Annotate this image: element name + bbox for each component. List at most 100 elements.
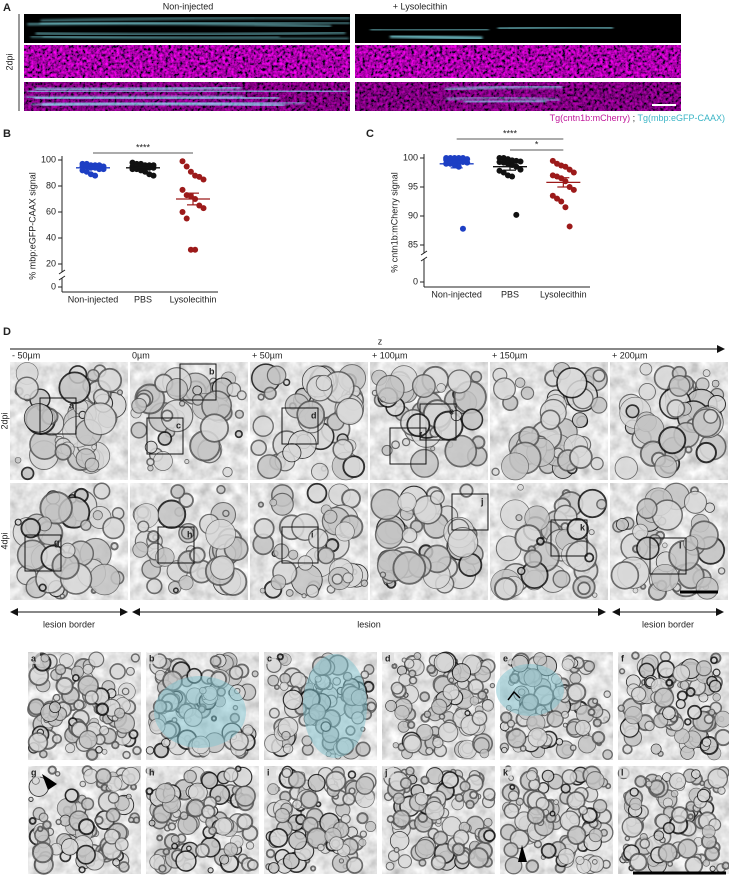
- label-backdrop: [383, 767, 394, 778]
- data-point: [549, 157, 556, 164]
- em-structure: [419, 691, 431, 703]
- em-structure: [397, 854, 412, 869]
- em-structure: [59, 653, 74, 668]
- em-structure: [14, 518, 22, 526]
- em-structure: [717, 567, 726, 575]
- em-structure: [444, 434, 478, 468]
- em-structure: [654, 455, 678, 479]
- em-structure: [209, 655, 222, 667]
- inset-label: d: [311, 410, 317, 420]
- em-structure: [112, 858, 121, 867]
- em-structure: [703, 408, 719, 424]
- x-tick-label: Non-injected: [431, 289, 482, 299]
- em-structure: [86, 369, 100, 382]
- em-structure: [506, 719, 516, 728]
- zoom-label: g: [31, 767, 37, 777]
- em-structure: [157, 431, 173, 446]
- em-structure: [360, 579, 369, 588]
- em-structure: [281, 767, 292, 779]
- em-structure: [515, 514, 523, 522]
- em-structure: [85, 748, 99, 761]
- em-structure: [662, 706, 676, 720]
- em-structure: [677, 838, 698, 859]
- em-structure: [171, 842, 179, 850]
- em-structure: [334, 521, 355, 542]
- em-structure: [161, 738, 171, 748]
- em-structure: [252, 415, 274, 437]
- em-structure: [507, 790, 520, 802]
- em-structure: [161, 409, 174, 422]
- em-structure: [406, 413, 431, 438]
- em-structure: [342, 455, 366, 479]
- em-structure: [20, 517, 41, 539]
- em-structure: [14, 376, 39, 401]
- em-structure: [413, 652, 422, 660]
- x-tick-label: Lysolecithin: [540, 289, 587, 299]
- em-structure: [20, 466, 35, 481]
- em-structure: [467, 847, 489, 869]
- em-structure: [583, 660, 596, 673]
- zoom-label: l: [621, 767, 624, 777]
- em-structure: [170, 834, 180, 844]
- data-point: [150, 172, 157, 179]
- gfp-signal: [33, 95, 280, 101]
- em-structure: [470, 370, 483, 383]
- em-structure: [300, 790, 319, 809]
- data-point: [187, 246, 194, 253]
- em-structure: [588, 828, 603, 843]
- em-structure: [596, 498, 607, 510]
- em-structure: [574, 719, 591, 736]
- em-structure: [116, 389, 124, 396]
- em-structure: [483, 817, 493, 827]
- em-structure: [132, 816, 141, 824]
- em-structure: [279, 681, 289, 691]
- em-structure: [433, 830, 449, 846]
- em-structure: [676, 690, 688, 702]
- em-structure: [329, 836, 344, 851]
- em-structure: [687, 813, 694, 821]
- em-structure: [590, 456, 604, 471]
- em-structure: [685, 687, 696, 698]
- gfp-signal: [446, 96, 561, 102]
- label-backdrop: [265, 767, 276, 778]
- em-structure: [392, 809, 411, 828]
- data-point: [179, 209, 186, 215]
- em-structure: [401, 437, 411, 447]
- gfp-signal: [30, 35, 349, 40]
- inset-label: h: [187, 529, 193, 539]
- data-point: [500, 169, 507, 176]
- em-structure: [482, 699, 494, 712]
- em-structure: [91, 444, 98, 450]
- em-structure: [394, 705, 410, 721]
- em-structure: [305, 584, 320, 598]
- em-structure: [540, 842, 557, 859]
- em-structure: [301, 593, 307, 599]
- caption-part: Tg(cntn1b:mCherry): [550, 113, 631, 123]
- gfp-signal: [370, 28, 489, 32]
- panel-label: D: [3, 326, 11, 338]
- em-structure: [125, 666, 135, 676]
- depth-label: - 50µm: [12, 350, 40, 360]
- em-structure: [592, 799, 608, 814]
- em-structure: [541, 769, 555, 783]
- em-structure: [561, 710, 569, 719]
- em-structure: [347, 770, 357, 779]
- label-backdrop: [383, 653, 394, 664]
- em-structure: [370, 488, 402, 521]
- em-structure: [520, 386, 535, 400]
- em-structure: [695, 441, 717, 464]
- em-structure: [287, 770, 306, 789]
- em-structure: [40, 653, 50, 663]
- em-structure: [386, 815, 395, 824]
- em-structure: [118, 861, 130, 873]
- data-point: [513, 211, 520, 218]
- em-structure: [587, 708, 596, 717]
- em-structure: [216, 484, 226, 495]
- label-backdrop: [501, 767, 512, 778]
- y-tick-label: 100: [41, 154, 56, 164]
- gfp-signal: [30, 101, 306, 106]
- em-structure: [95, 768, 112, 785]
- em-structure: [158, 864, 167, 873]
- em-structure: [503, 803, 520, 819]
- em-structure: [269, 498, 278, 507]
